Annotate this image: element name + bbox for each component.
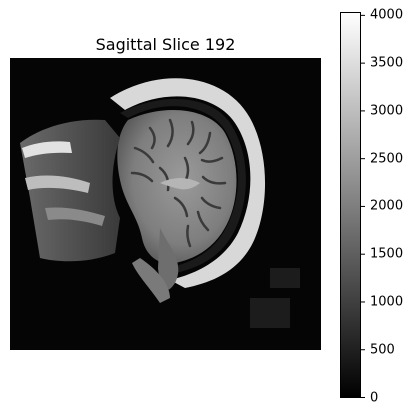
plot-title: Sagittal Slice 192	[95, 35, 236, 54]
colorbar-tick-label: 500	[370, 342, 395, 358]
colorbar-tick-label: 4000	[370, 7, 404, 23]
colorbar-tick-label: 1500	[370, 246, 404, 262]
mri-sagittal-image	[10, 58, 321, 350]
colorbar	[340, 12, 365, 398]
colorbar-tick-label: 0	[370, 390, 379, 405]
colorbar-tick-label: 3000	[370, 103, 404, 119]
face-tissue	[20, 119, 120, 262]
colorbar-ticks	[360, 14, 365, 398]
colorbar-tick-label: 1000	[370, 294, 404, 310]
colorbar-tick-label: 2000	[370, 198, 404, 214]
colorbar-tick-label: 2500	[370, 151, 404, 167]
scalp-ring	[110, 78, 266, 288]
colorbar-tick-label: 3500	[370, 55, 404, 71]
